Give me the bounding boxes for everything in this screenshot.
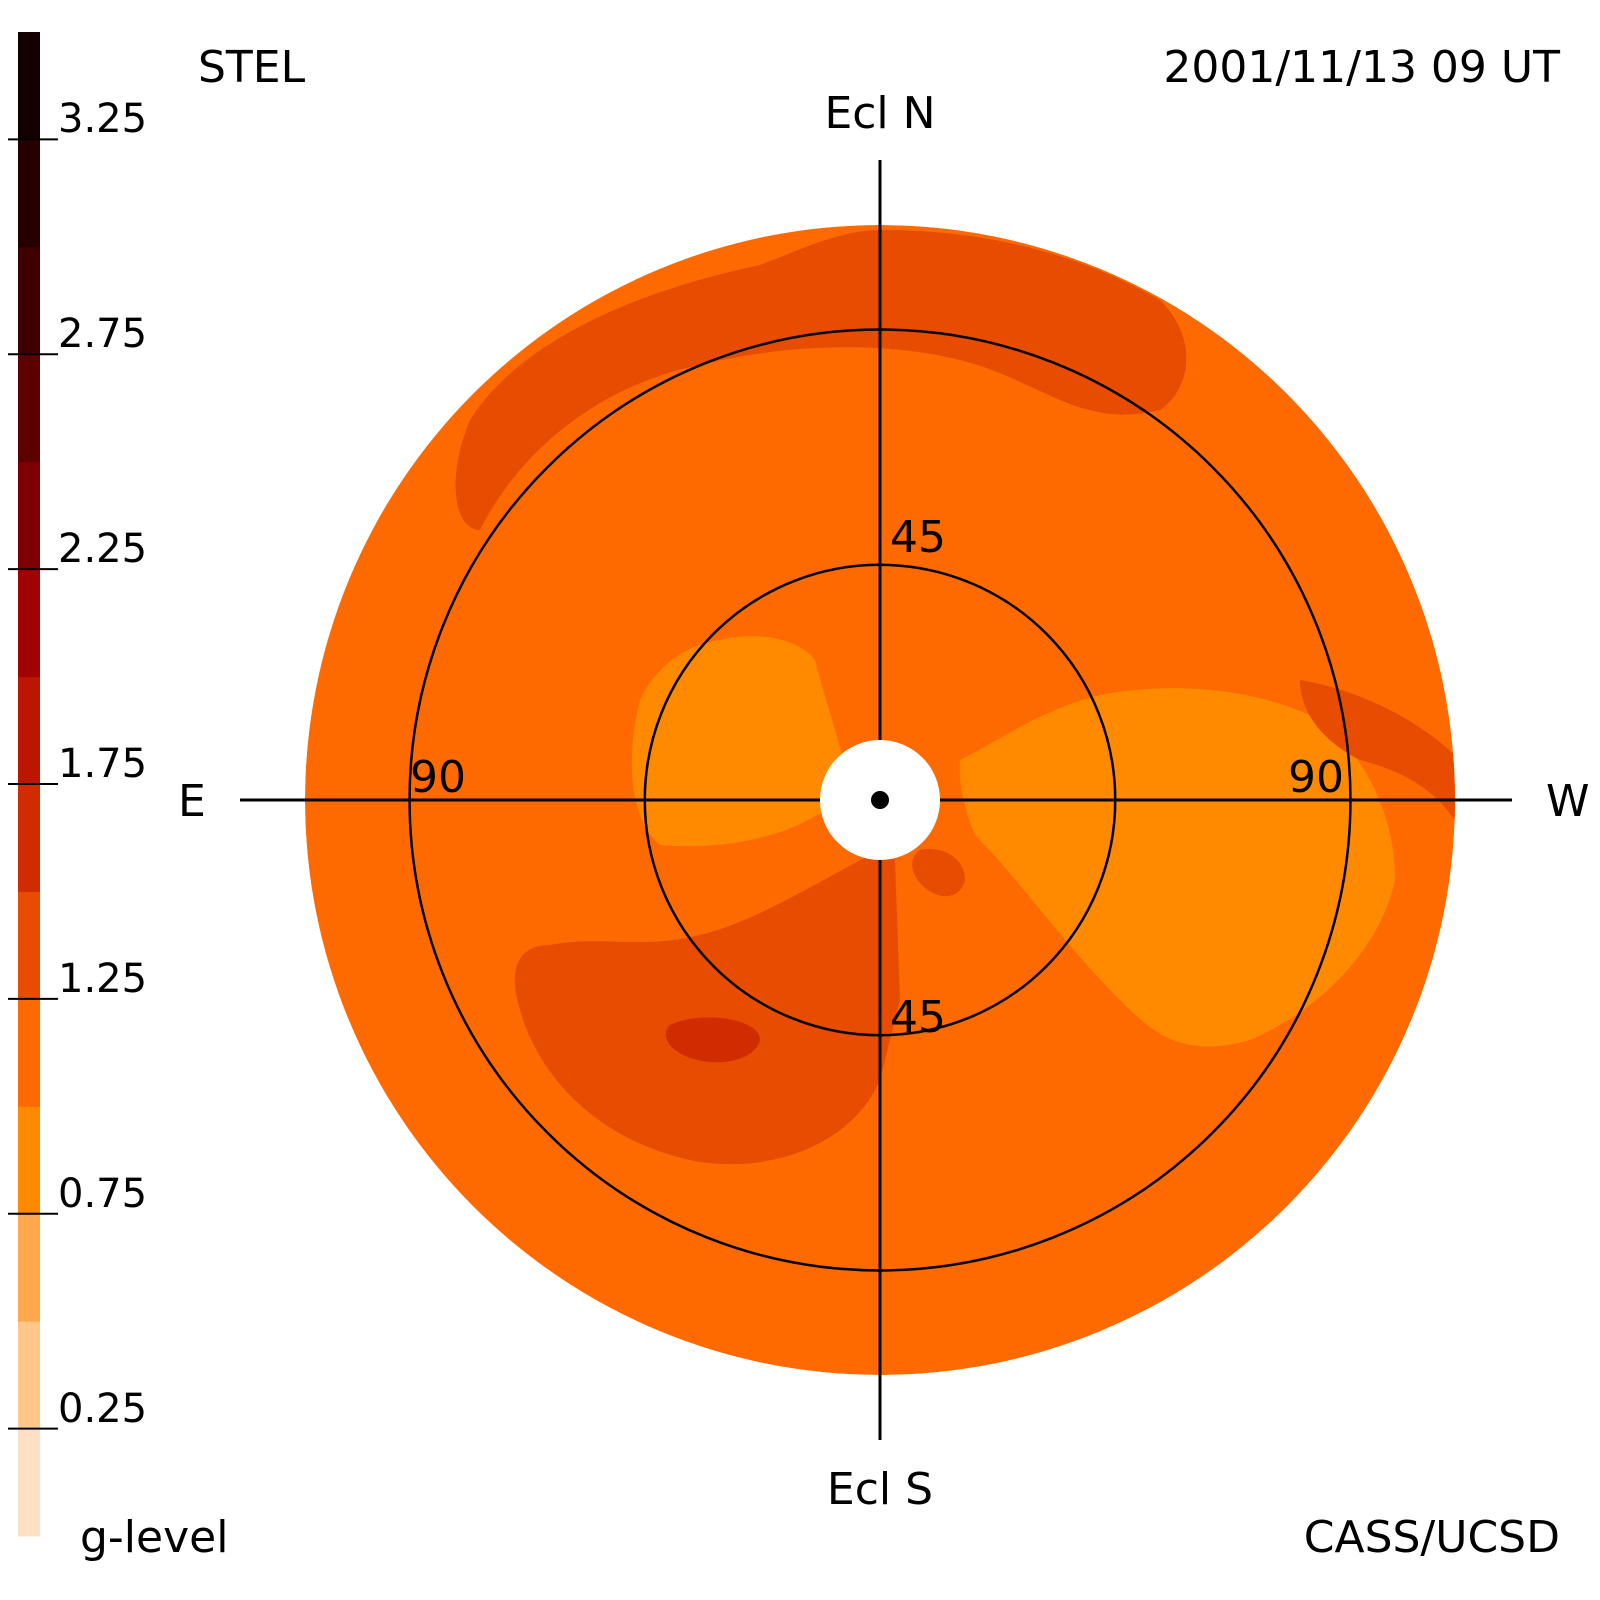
east-label: E: [178, 776, 206, 827]
south-label: Ecl S: [826, 1464, 934, 1515]
colorbar-segment: [18, 461, 40, 570]
colorbar-segment: [18, 998, 40, 1107]
credit-label: CASS/UCSD: [1303, 1512, 1560, 1563]
colorbar-segment: [18, 784, 40, 892]
ring-label-90-right: 90: [1288, 752, 1344, 803]
region-north-east-inner-depletion: [631, 636, 850, 847]
colorbar-segment: [18, 1321, 40, 1430]
colorbar-label: g-level: [80, 1512, 229, 1563]
colorbar-segment: [18, 1106, 40, 1215]
instrument-label: STEL: [198, 42, 306, 93]
colorbar: [8, 32, 58, 1537]
colorbar-segment: [18, 354, 40, 463]
north-label: Ecl N: [824, 88, 936, 139]
colorbar-tick-label: 0.25: [58, 1385, 148, 1432]
colorbar-tick-label: 1.75: [58, 741, 148, 787]
colorbar-tick-label: 2.25: [58, 526, 148, 573]
colorbar-segment: [18, 1213, 40, 1322]
region-west-edge-enhancement: [1300, 680, 1455, 830]
colorbar-segment: [18, 569, 40, 678]
region-west-depletion: [959, 688, 1395, 1047]
ring-label-45-bottom: 45: [890, 992, 946, 1043]
region-south-west-inner-enhancement: [912, 849, 965, 897]
colorbar-tick-label: 0.75: [58, 1170, 148, 1217]
region-south-east-core: [665, 1017, 760, 1063]
ring-label-90-left: 90: [410, 752, 466, 803]
colorbar-tick-label: 2.75: [58, 311, 148, 358]
region-south-east-enhancement: [514, 850, 900, 1165]
colorbar-segment: [18, 139, 40, 248]
colorbar-segment: [18, 891, 40, 1000]
colorbar-segment: [18, 246, 40, 355]
colorbar-tick-label: 3.25: [58, 96, 148, 143]
colorbar-segment: [18, 1428, 40, 1537]
sun-center-dot: [871, 791, 889, 809]
timestamp-label: 2001/11/13 09 UT: [1163, 42, 1560, 93]
region-north-polar-enhancement: [455, 230, 1187, 530]
colorbar-segment: [18, 676, 40, 785]
west-label: W: [1546, 776, 1590, 827]
colorbar-tick-label: 1.25: [58, 955, 148, 1002]
colorbar-segment: [18, 32, 40, 140]
ring-label-45-top: 45: [890, 512, 946, 563]
